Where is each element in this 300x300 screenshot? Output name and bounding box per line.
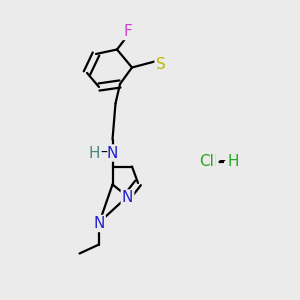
Text: H: H [89,146,100,160]
Text: –: – [100,146,107,160]
Text: F: F [123,24,132,39]
Text: H: H [228,154,239,169]
Text: N: N [93,216,105,231]
Text: N: N [107,146,118,160]
Text: H: H [89,146,100,160]
Text: –: – [219,155,225,169]
Text: Cl: Cl [202,154,217,169]
Text: S: S [156,57,165,72]
Text: H: H [225,154,237,169]
Text: N: N [122,190,133,206]
Text: Cl: Cl [200,154,214,169]
